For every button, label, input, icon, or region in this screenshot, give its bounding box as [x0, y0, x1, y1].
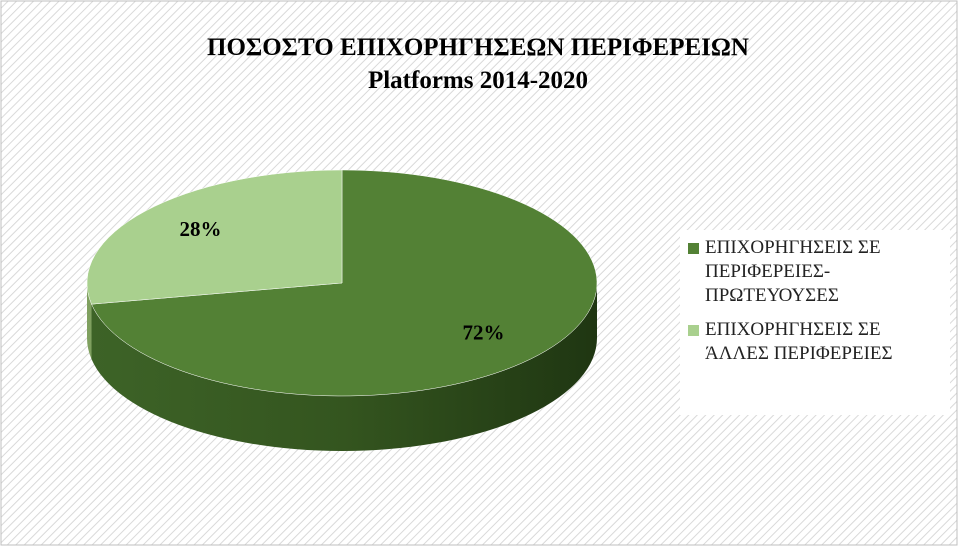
slice [86, 169, 343, 305]
chart-title: ΠΟΣΟΣΤΟ ΕΠΙΧΟΡΗΓΗΣΕΩΝ ΠΕΡΙΦΕΡΕΙΩΝ [207, 34, 749, 61]
data-label: 28% [180, 217, 222, 241]
data-label: 72% [462, 321, 504, 345]
legend-swatch [688, 325, 699, 336]
legend-swatch [688, 243, 699, 254]
slice-side [91, 283, 597, 452]
legend-item: ΕΠΙΧΟΡΗΓΗΣΕΙΣ ΣΕ ΠΕΡΙΦΕΡΕΙΕΣ-ΠΡΩΤΕΥΟΥΣΕΣ [680, 236, 950, 308]
slice [91, 169, 598, 397]
legend: ΕΠΙΧΟΡΗΓΗΣΕΙΣ ΣΕ ΠΕΡΙΦΕΡΕΙΕΣ-ΠΡΩΤΕΥΟΥΣΕΣ… [680, 230, 950, 415]
legend-label: ΕΠΙΧΟΡΗΓΗΣΕΙΣ ΣΕ ΆΛΛΕΣ ΠΕΡΙΦΕΡΕΙΕΣ [705, 319, 893, 364]
legend-item: ΕΠΙΧΟΡΗΓΗΣΕΙΣ ΣΕ ΆΛΛΕΣ ΠΕΡΙΦΕΡΕΙΕΣ [680, 318, 950, 366]
pie: 72% 28% [86, 169, 598, 452]
chart-subtitle: Platforms 2014-2020 [368, 67, 588, 94]
legend-label: ΕΠΙΧΟΡΗΓΗΣΕΙΣ ΣΕ ΠΕΡΙΦΕΡΕΙΕΣ-ΠΡΩΤΕΥΟΥΣΕΣ [705, 237, 881, 306]
